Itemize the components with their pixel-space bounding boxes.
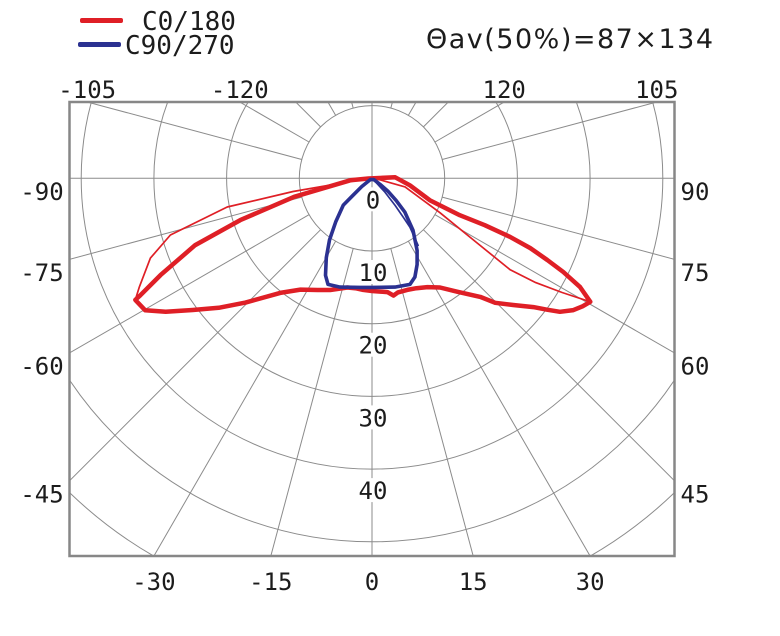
grid-spoke-15: [390, 248, 474, 556]
legend-label-c90-270: C90/270: [125, 31, 235, 61]
angle-label--120: -120: [211, 76, 269, 104]
grid-spoke-135: [423, 102, 450, 128]
beam-angle-title: Θav(50%)=87×134: [426, 24, 715, 55]
angle-label--90: -90: [20, 178, 63, 206]
radial-label-mask: [362, 187, 384, 212]
curves: [133, 175, 593, 315]
plot-border: [68, 100, 676, 558]
angle-label-105: 105: [635, 76, 678, 104]
angle-label--105: -105: [58, 76, 116, 104]
legend-line-icon-c0-180: [80, 18, 123, 23]
grid-spoke-60: [434, 214, 675, 354]
angle-label--60: -60: [20, 352, 63, 380]
angle-label--45: -45: [20, 480, 63, 508]
radial-label-mask: [355, 405, 391, 430]
grid-spoke--15: [270, 248, 354, 556]
curve-c0-180-inner-1: [374, 177, 592, 303]
radial-label-30: 30: [359, 404, 388, 432]
grid-spoke--45: [69, 229, 321, 482]
angle-label-0: 0: [365, 568, 379, 596]
grid-spoke--60: [69, 214, 310, 354]
curve-c90-270: [323, 177, 419, 290]
angle-label--30: -30: [132, 568, 175, 596]
grid-spoke-105: [442, 102, 659, 160]
angle-label-15: 15: [459, 568, 488, 596]
angle-label-120: 120: [483, 76, 526, 104]
grid-spoke-45: [423, 229, 675, 482]
radial-label-10: 10: [359, 259, 388, 287]
angle-label--15: -15: [249, 568, 292, 596]
angle-label-45: 45: [681, 480, 710, 508]
radial-label-0: 0: [366, 186, 380, 214]
grid-spoke--105: [85, 102, 302, 160]
radial-tick-labels: 0 10 20 30 40: [355, 186, 391, 505]
angle-label-90: 90: [681, 178, 710, 206]
legend-label-c0-180: C0/180: [142, 7, 236, 37]
grid-spoke-150: [407, 102, 417, 116]
radial-label-20: 20: [359, 332, 388, 360]
angle-label-30: 30: [576, 568, 605, 596]
angle-label-60: 60: [681, 352, 710, 380]
grid-spoke-120: [434, 102, 506, 143]
radial-label-mask: [355, 260, 391, 284]
grid-spoke--30: [153, 241, 337, 556]
grid-spoke-30: [407, 241, 591, 556]
angle-label-75: 75: [681, 259, 710, 287]
radial-label-40: 40: [359, 477, 388, 505]
curve-c0-180: [133, 175, 593, 315]
grid-spoke-75: [442, 196, 675, 260]
curve-c0-180-inner-0: [134, 177, 370, 301]
angle-label--75: -75: [20, 259, 63, 287]
radial-label-mask: [355, 332, 391, 357]
angle-tick-labels: -120 -105 -90 -75 -60 -45 -30 -15 0 15 30 45 60 75 90 1…: [20, 76, 709, 596]
legend-line-icon-c90-270: [78, 42, 121, 47]
grid-spoke--75: [69, 196, 302, 260]
radial-label-mask: [355, 478, 391, 503]
